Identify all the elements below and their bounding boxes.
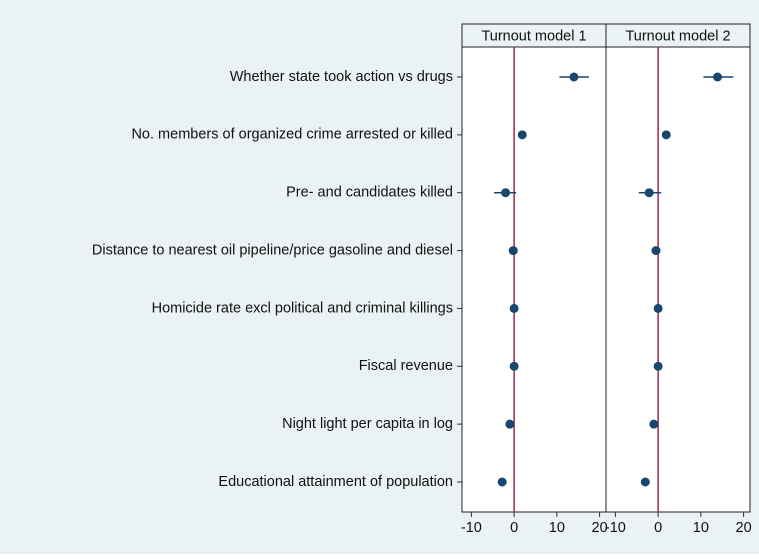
point [653, 361, 663, 371]
y-tick-label: Educational attainment of population [218, 474, 453, 490]
x-tick-label: 0 [510, 520, 518, 536]
x-tick-label: 20 [592, 520, 608, 536]
x-tick-label: 0 [654, 520, 662, 536]
point [640, 477, 650, 487]
panel-title: Turnout model 1 [481, 28, 586, 44]
point [497, 477, 507, 487]
point [517, 130, 527, 140]
y-tick-label: Fiscal revenue [359, 358, 453, 374]
point [649, 419, 659, 429]
y-tick-label: Distance to nearest oil pipeline/price g… [92, 242, 453, 258]
y-tick-label: Pre- and candidates killed [286, 185, 453, 201]
point [653, 303, 663, 313]
y-tick-label: Night light per capita in log [282, 416, 453, 432]
point [651, 246, 661, 256]
point [509, 361, 519, 371]
point [505, 419, 515, 429]
panel [461, 46, 607, 513]
x-tick-label: 10 [693, 520, 709, 536]
x-tick-label: -10 [461, 520, 482, 536]
point [509, 303, 519, 313]
panel-title: Turnout model 2 [625, 28, 730, 44]
y-tick-label: Whether state took action vs drugs [230, 69, 453, 85]
x-tick-label: -10 [605, 520, 626, 536]
point [713, 72, 723, 82]
x-tick-label: 10 [549, 520, 565, 536]
point [569, 72, 579, 82]
y-tick-label: Homicide rate excl political and crimina… [152, 300, 453, 316]
x-tick-label: 20 [736, 520, 752, 536]
point [508, 246, 518, 256]
y-tick-label: No. members of organized crime arrested … [131, 127, 453, 143]
point [661, 130, 671, 140]
point [501, 188, 511, 198]
panel [605, 46, 751, 513]
point [644, 188, 654, 198]
